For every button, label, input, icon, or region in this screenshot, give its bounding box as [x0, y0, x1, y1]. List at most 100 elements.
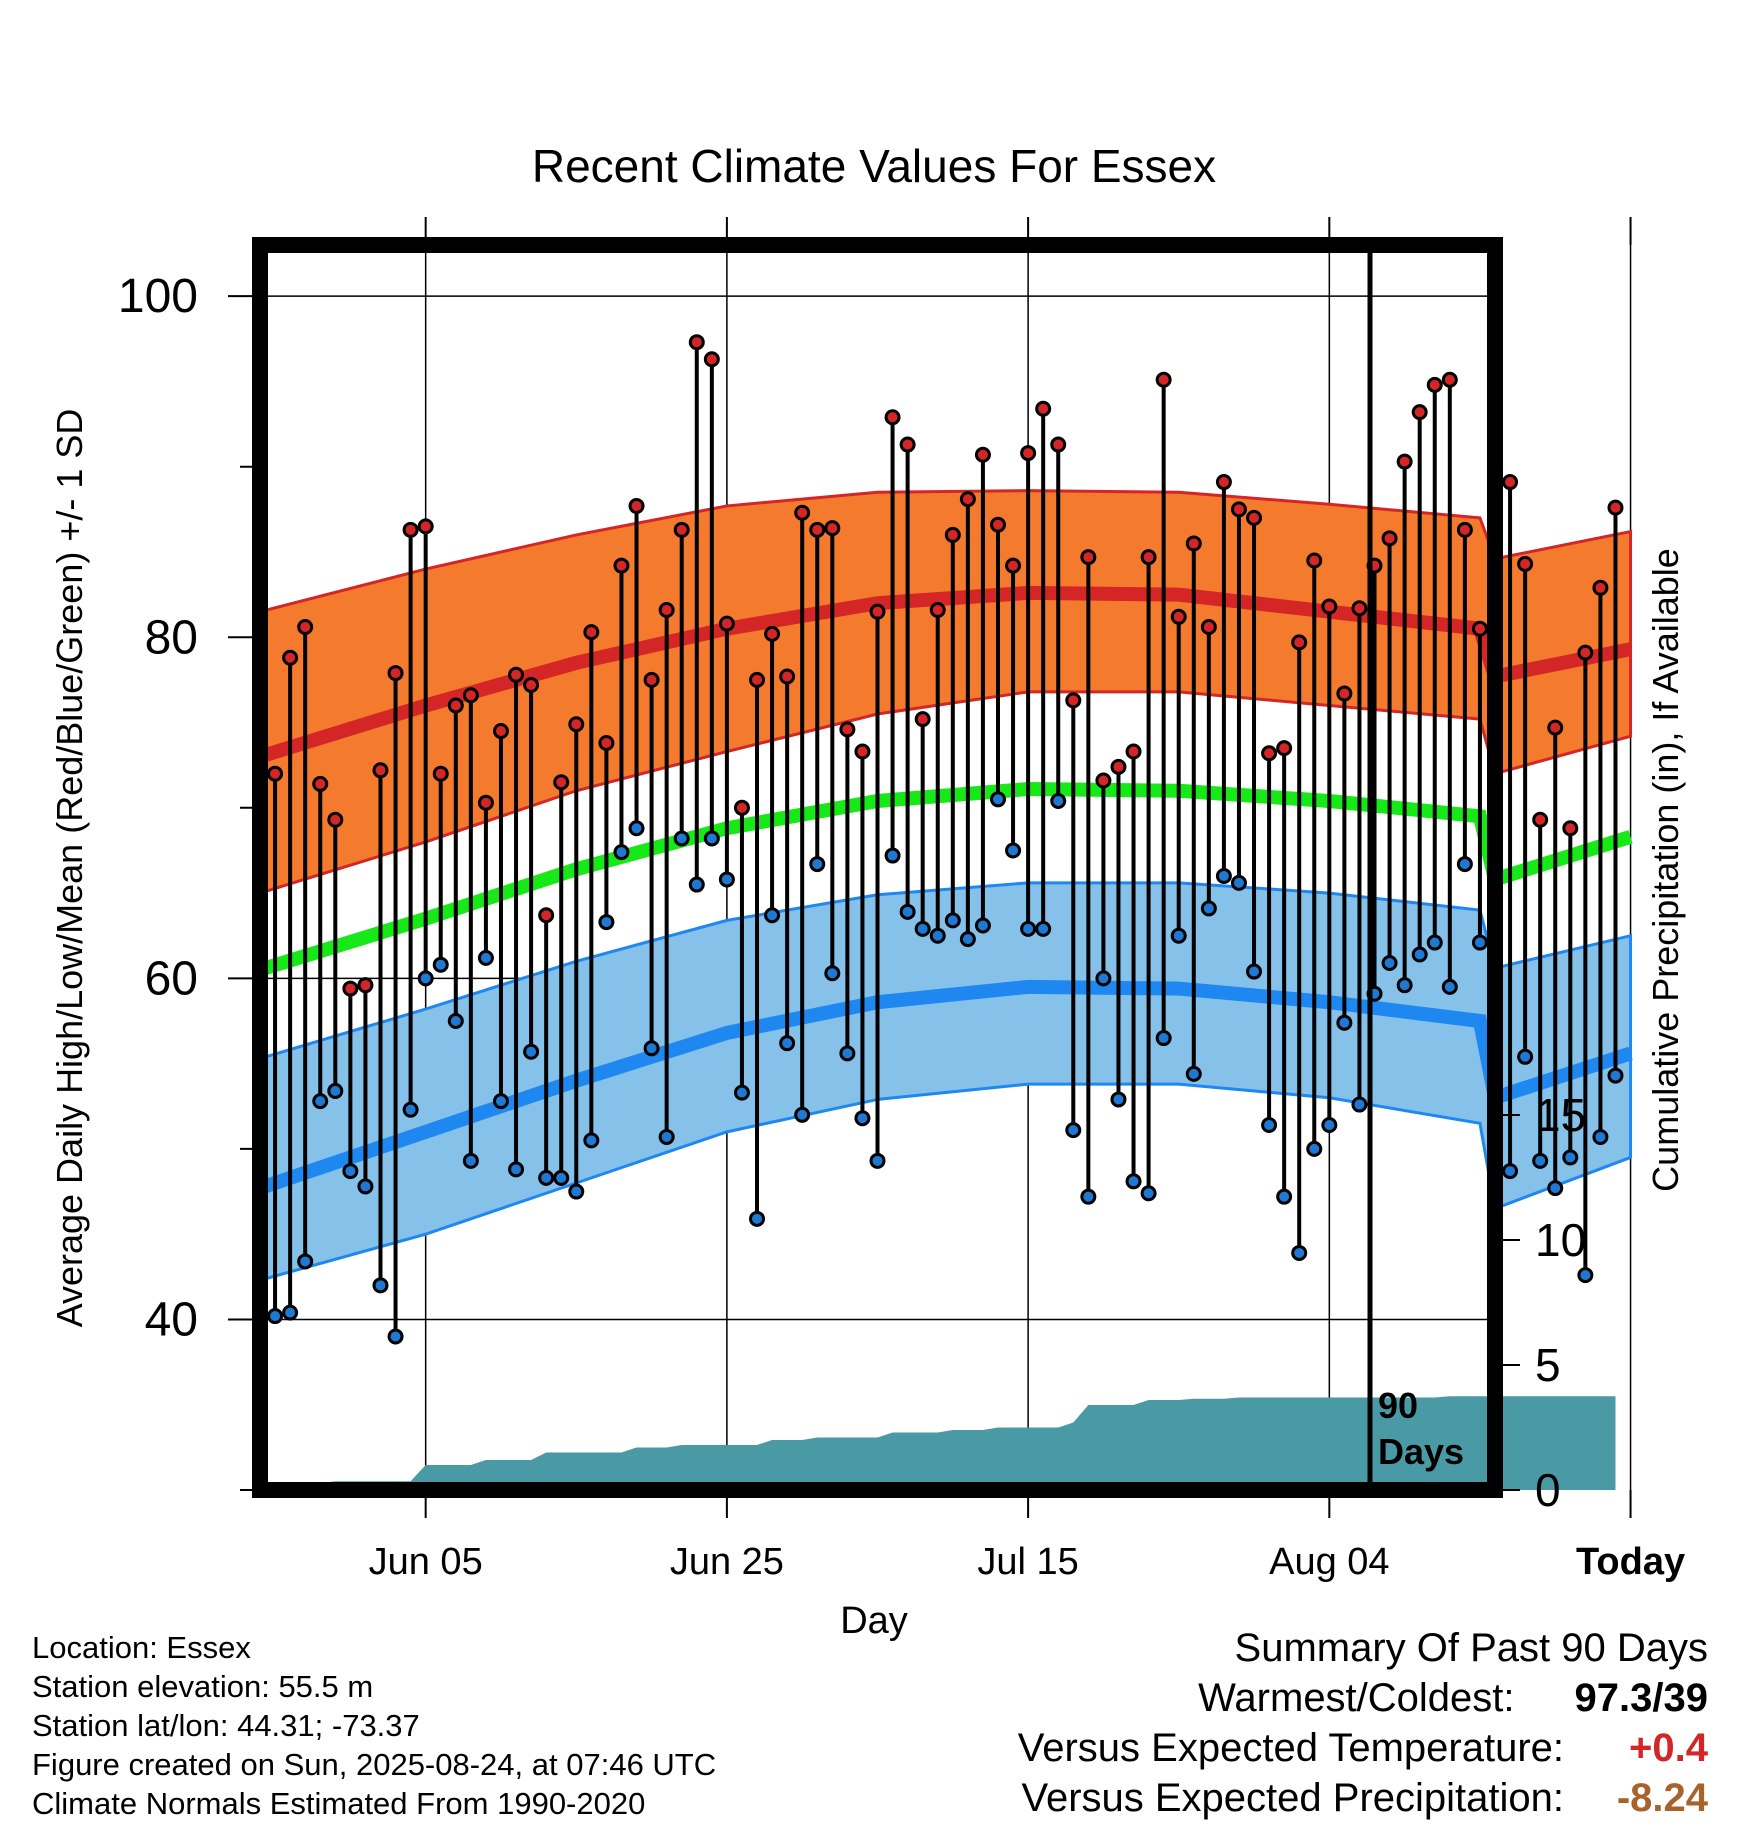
low-dot	[749, 1210, 766, 1227]
low-dot	[508, 1161, 525, 1178]
low-dot	[1140, 1185, 1157, 1202]
high-dot	[1336, 685, 1353, 702]
y2-tick-label: 5	[1535, 1339, 1561, 1391]
low-dot	[1502, 1163, 1519, 1180]
low-dot	[673, 830, 690, 847]
low-dot	[643, 1040, 660, 1057]
x-axis-label: Day	[840, 1600, 908, 1642]
high-dot	[1110, 758, 1127, 775]
low-dot	[794, 1106, 811, 1123]
high-dot	[884, 409, 901, 426]
low-dot	[1321, 1117, 1338, 1134]
high-dot	[1246, 509, 1263, 526]
high-dot	[899, 436, 916, 453]
location-text: Location: Essex	[32, 1630, 251, 1665]
low-dot	[1547, 1180, 1564, 1197]
low-dot	[1306, 1140, 1323, 1157]
high-dot	[523, 677, 540, 694]
low-dot	[583, 1132, 600, 1149]
low-dot	[282, 1304, 299, 1321]
low-dot	[477, 949, 494, 966]
high-dot	[1532, 811, 1549, 828]
low-dot	[854, 1110, 871, 1127]
low-dot	[462, 1152, 479, 1169]
elevation-text: Station elevation: 55.5 m	[32, 1669, 374, 1704]
high-dot	[1140, 549, 1157, 566]
low-dot	[523, 1043, 540, 1060]
low-dot	[417, 970, 434, 987]
low-dot	[869, 1152, 886, 1169]
temp-value: +0.4	[1629, 1726, 1708, 1770]
low-dot	[1080, 1188, 1097, 1205]
high-dot	[643, 671, 660, 688]
high-dot	[1396, 453, 1413, 470]
low-dot	[297, 1253, 314, 1270]
plot-frame	[252, 237, 1503, 1498]
high-dot	[1200, 619, 1217, 636]
precip-value: -8.24	[1616, 1776, 1708, 1820]
high-dot	[1155, 371, 1172, 388]
high-dot	[282, 649, 299, 666]
y2-axis: 0 5 10 15	[1495, 1089, 1586, 1516]
low-dot	[1125, 1173, 1142, 1190]
normals-text: Climate Normals Estimated From 1990-2020	[32, 1786, 646, 1821]
high-dot	[1592, 579, 1609, 596]
low-dot	[1110, 1091, 1127, 1108]
warm-cold-value: 97.3/39	[1574, 1676, 1708, 1720]
low-dot	[1291, 1244, 1308, 1261]
low-dot	[568, 1183, 585, 1200]
low-dot	[1261, 1117, 1278, 1134]
high-dot	[1005, 557, 1022, 574]
low-dot	[1381, 955, 1398, 972]
high-dot	[417, 518, 434, 535]
low-dot	[989, 791, 1006, 808]
low-dot	[387, 1328, 404, 1345]
low-dot	[899, 903, 916, 920]
low-dot	[779, 1035, 796, 1052]
low-dot	[1185, 1065, 1202, 1082]
high-dot	[312, 775, 329, 792]
low-dot	[839, 1045, 856, 1062]
low-dot	[1592, 1128, 1609, 1145]
low-dot	[703, 830, 720, 847]
high-dot	[613, 557, 630, 574]
low-dot	[372, 1277, 389, 1294]
high-dot	[869, 603, 886, 620]
y-tick-label: 80	[145, 611, 198, 664]
high-dot	[1065, 692, 1082, 709]
x-tick-label: Aug 04	[1269, 1541, 1389, 1583]
summary-title: Summary Of Past 90 Days	[1234, 1626, 1708, 1670]
precipitation-area	[260, 1396, 1616, 1490]
low-dot	[1065, 1122, 1082, 1139]
high-dot	[538, 907, 555, 924]
low-dot	[538, 1169, 555, 1186]
high-dot	[342, 980, 359, 997]
low-dot	[1426, 934, 1443, 951]
high-dot	[372, 762, 389, 779]
high-dot	[794, 504, 811, 521]
y-axis-label: Average Daily High/Low/Mean (Red/Blue/Gr…	[49, 409, 90, 1328]
created-text: Figure created on Sun, 2025-08-24, at 07…	[32, 1747, 717, 1782]
low-dot	[492, 1093, 509, 1110]
low-dot	[357, 1178, 374, 1195]
y2-tick-label: 10	[1535, 1214, 1586, 1266]
low-dot	[1607, 1067, 1624, 1084]
low-dot	[1215, 868, 1232, 885]
y-axis: 40 60 80 100	[118, 270, 260, 1491]
high-dot	[1381, 530, 1398, 547]
high-dot	[1456, 521, 1473, 538]
high-dot	[1035, 400, 1052, 417]
high-dot	[1125, 743, 1142, 760]
high-dot	[1577, 644, 1594, 661]
precipitation-fill	[260, 1396, 1616, 1490]
high-dot	[1607, 499, 1624, 516]
high-sd-band	[258, 489, 1633, 896]
y2-tick-label: 15	[1535, 1089, 1586, 1141]
low-dot	[613, 844, 630, 861]
low-dot	[1577, 1267, 1594, 1284]
low-dot	[1441, 978, 1458, 995]
high-dot	[1095, 772, 1112, 789]
high-dot	[267, 765, 284, 782]
high-dot	[1321, 598, 1338, 615]
